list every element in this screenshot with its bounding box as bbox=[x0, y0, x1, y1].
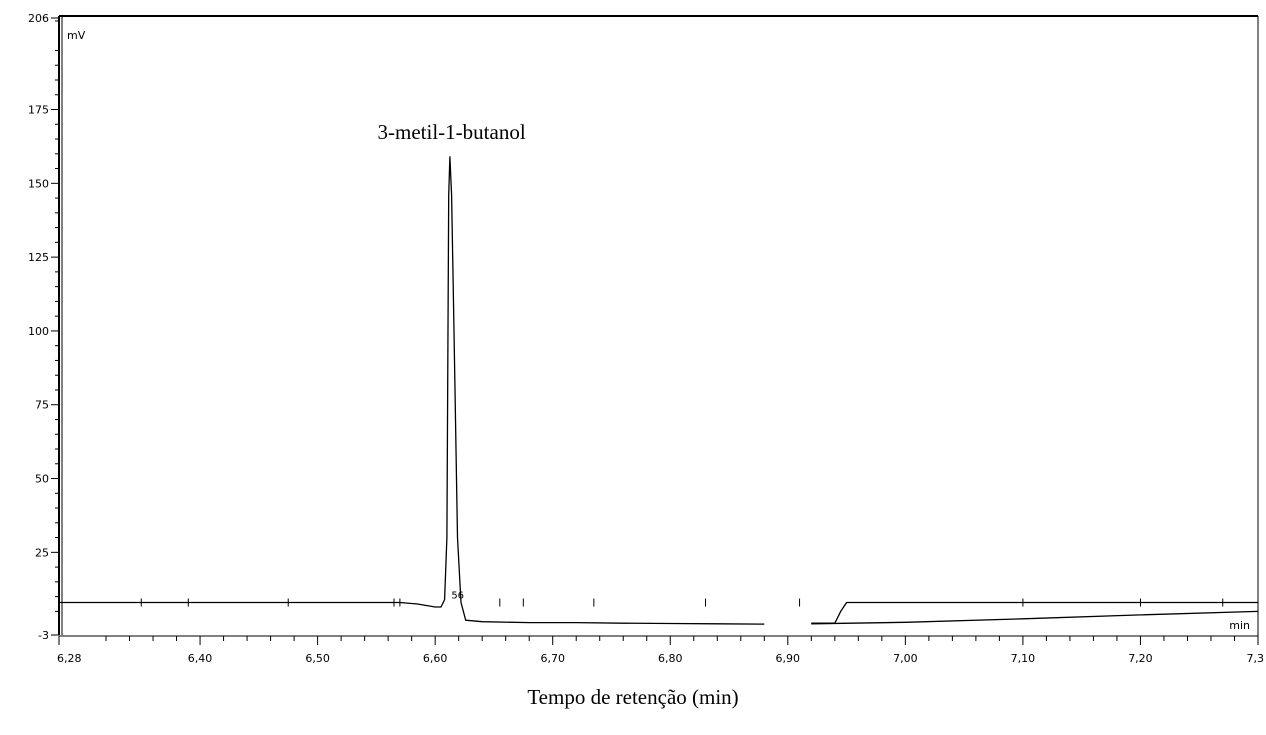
y-tick-label: 206 bbox=[28, 12, 49, 25]
series-line-1 bbox=[59, 156, 765, 625]
x-tick-label: 7,3 bbox=[1247, 652, 1265, 665]
x-tick-label: 6,50 bbox=[305, 652, 330, 665]
peak-number-label: 56 bbox=[451, 591, 464, 602]
x-tick-label: 6,60 bbox=[423, 652, 448, 665]
peak-label: 3-metil-1-butanol bbox=[378, 120, 526, 144]
y-tick-label: 25 bbox=[35, 546, 49, 559]
x-axis-unit-label: min bbox=[1229, 619, 1250, 632]
y-tick-label: 150 bbox=[28, 177, 49, 190]
x-tick-label: 6,90 bbox=[776, 652, 801, 665]
series-line-3 bbox=[811, 610, 1259, 625]
x-tick-label: 7,10 bbox=[1011, 652, 1036, 665]
x-tick-label: 7,00 bbox=[893, 652, 918, 665]
x-tick-label: 6,28 bbox=[57, 652, 82, 665]
x-tick-label: 7,20 bbox=[1128, 652, 1153, 665]
y-tick-label: 75 bbox=[35, 399, 49, 412]
x-tick-label: 6,40 bbox=[188, 652, 213, 665]
y-tick-label: 125 bbox=[28, 251, 49, 264]
y-tick-label: 100 bbox=[28, 325, 49, 338]
x-axis-title: Tempo de retenção (min) bbox=[527, 685, 738, 709]
y-tick-label: 175 bbox=[28, 104, 49, 117]
series-line-2 bbox=[811, 601, 1258, 624]
y-tick-label: 50 bbox=[35, 473, 49, 486]
x-tick-label: 6,70 bbox=[540, 652, 565, 665]
x-tick-label: 6,80 bbox=[658, 652, 683, 665]
y-tick-label: -3 bbox=[38, 629, 49, 642]
y-axis-unit-label: mV bbox=[67, 29, 86, 42]
